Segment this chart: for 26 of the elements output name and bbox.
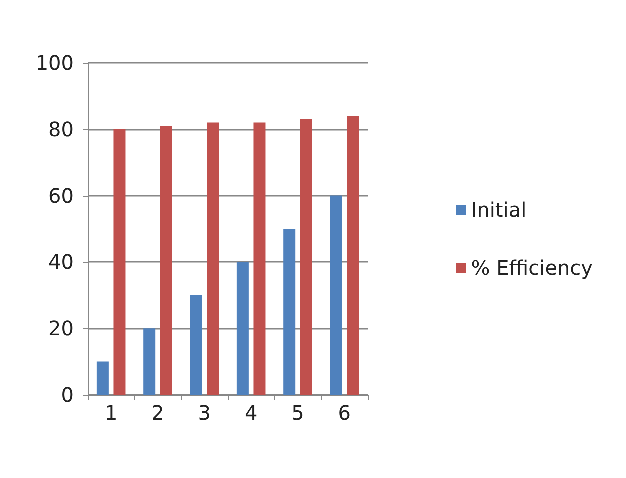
bar (236, 262, 249, 395)
bar (347, 116, 360, 395)
bar (190, 295, 202, 395)
bar (144, 328, 156, 395)
y-tick-label: 80 (48, 117, 74, 142)
bar (330, 196, 342, 395)
x-tick-label: 2 (152, 401, 164, 425)
bar (300, 119, 312, 395)
x-tick-label: 1 (104, 401, 118, 425)
x-tick-label: 3 (198, 401, 212, 425)
y-tick-label: 0 (61, 383, 74, 407)
legend-label: Initial (471, 198, 527, 222)
y-tick-label: 60 (48, 184, 74, 208)
x-tick-label: 6 (338, 401, 352, 425)
bar (254, 122, 266, 395)
x-tick-label: 5 (292, 401, 304, 425)
y-tick-label: 100 (36, 51, 74, 75)
bar (207, 122, 220, 395)
bar (114, 129, 126, 395)
bar (160, 126, 172, 395)
y-tick-label: 20 (48, 316, 74, 341)
bar (284, 229, 296, 395)
legend-label: % Efficiency (471, 256, 594, 280)
bar (96, 362, 109, 395)
x-tick-label: 4 (244, 401, 258, 425)
y-tick-label: 40 (48, 250, 74, 274)
